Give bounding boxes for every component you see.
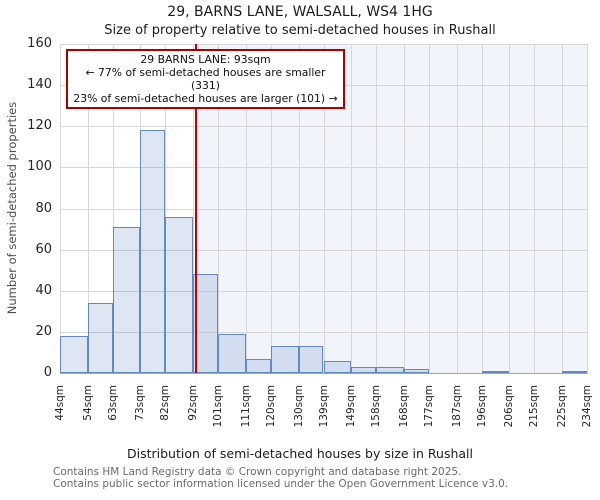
annotation-larger-line: 23% of semi-detached houses are larger (… — [73, 92, 338, 105]
x-tick-label: 234sqm — [581, 385, 593, 428]
y-tick-label: 40 — [35, 282, 52, 298]
y-tick-label: 140 — [27, 77, 52, 93]
x-axis-title: Distribution of semi-detached houses by … — [126, 446, 473, 461]
gridline-vertical — [403, 44, 405, 373]
histogram-bar — [403, 368, 429, 373]
annotation-property-line: 29 BARNS LANE: 93sqm — [140, 53, 271, 66]
x-tick-label: 168sqm — [397, 385, 410, 428]
footer-line-2: Contains public sector information licen… — [53, 478, 509, 490]
x-tick-label: 187sqm — [450, 385, 463, 428]
y-axis-title: Number of semi-detached properties — [5, 101, 19, 315]
y-tick-label: 60 — [35, 241, 52, 257]
gridline-vertical — [218, 44, 220, 373]
histogram-bar — [351, 366, 377, 373]
x-tick-label: 130sqm — [292, 385, 305, 428]
gridline-vertical — [298, 44, 300, 373]
gridline-vertical — [245, 44, 247, 373]
gridline-vertical — [534, 44, 536, 373]
gridline-vertical — [587, 44, 588, 373]
x-tick-label: 177sqm — [422, 385, 435, 428]
histogram-bar — [481, 370, 510, 373]
x-tick-label: 54sqm — [81, 385, 94, 421]
chart-subtitle: Size of property relative to semi-detach… — [104, 23, 496, 38]
gridline-vertical — [112, 44, 114, 373]
gridline-vertical — [165, 44, 167, 373]
histogram-bar — [562, 370, 587, 373]
x-tick-label: 120sqm — [264, 385, 277, 428]
x-tick-label: 101sqm — [212, 385, 225, 428]
gridline-vertical — [193, 44, 195, 373]
gridline-vertical — [428, 44, 430, 373]
x-tick-label: 92sqm — [187, 385, 200, 421]
histogram-bar — [193, 274, 219, 373]
histogram-bar — [60, 335, 88, 373]
gridline-vertical — [562, 44, 564, 373]
gridline-vertical — [87, 44, 89, 373]
y-tick-label: 160 — [27, 36, 52, 51]
y-tick-label: 100 — [27, 159, 52, 175]
gridline-vertical — [481, 44, 483, 373]
x-tick-label: 63sqm — [106, 385, 119, 421]
x-axis-line — [60, 373, 588, 374]
x-tick-label: 149sqm — [345, 385, 358, 428]
gridline-vertical — [270, 44, 272, 373]
x-tick-label: 225sqm — [556, 385, 569, 428]
gridline-vertical — [323, 44, 325, 373]
histogram-bar — [112, 227, 141, 373]
x-tick-label: 206sqm — [503, 385, 516, 428]
x-tick-label: 139sqm — [317, 385, 330, 428]
y-tick-label: 120 — [27, 118, 52, 134]
annotation-smaller-line: ← 77% of semi-detached houses are smalle… — [85, 66, 326, 92]
footer-line-1: Contains HM Land Registry data © Crown c… — [53, 466, 462, 478]
gridline-vertical — [60, 44, 61, 373]
histogram-bar — [270, 346, 299, 373]
gridline-vertical — [351, 44, 353, 373]
histogram-bar — [298, 346, 324, 373]
gridline-vertical — [509, 44, 511, 373]
chart-title: 29, BARNS LANE, WALSALL, WS4 1HG — [167, 4, 433, 20]
y-tick-label: 20 — [35, 323, 52, 339]
x-tick-label: 73sqm — [134, 385, 147, 421]
x-tick-label: 196sqm — [475, 385, 488, 428]
histogram-bar — [218, 333, 246, 373]
property-size-marker-line — [194, 44, 197, 373]
histogram-bar — [376, 366, 404, 373]
annotation-box: 29 BARNS LANE: 93sqm ← 77% of semi-detac… — [66, 49, 345, 109]
histogram-bar — [140, 130, 166, 373]
x-tick-label: 82sqm — [159, 385, 172, 421]
x-tick-label: 215sqm — [528, 385, 541, 428]
x-tick-label: 111sqm — [239, 385, 252, 428]
histogram-bar — [165, 216, 194, 373]
histogram-bar — [323, 360, 352, 373]
gridline-vertical — [456, 44, 458, 373]
gridline-vertical — [376, 44, 378, 373]
y-tick-label: 0 — [43, 365, 52, 380]
x-tick-label: 158sqm — [370, 385, 383, 428]
y-tick-label: 80 — [35, 200, 52, 216]
x-tick-label: 44sqm — [54, 385, 66, 421]
histogram-bar — [245, 358, 271, 373]
histogram-bar — [87, 303, 113, 373]
